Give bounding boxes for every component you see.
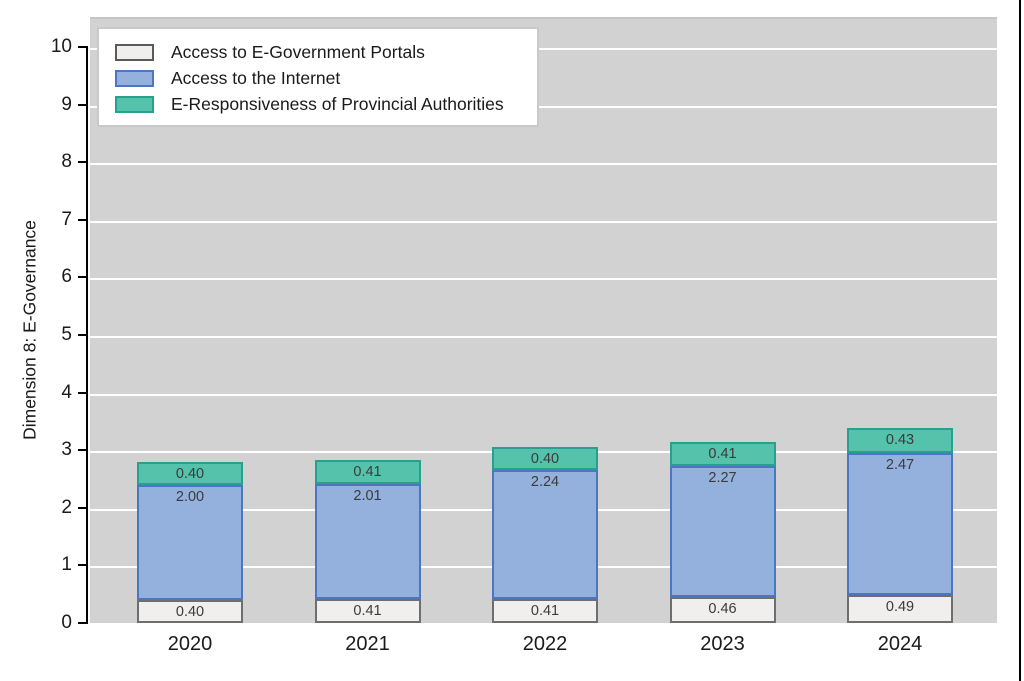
- legend-item: E-Responsiveness of Provincial Authoriti…: [99, 91, 537, 117]
- bar-value-label: 0.41: [530, 603, 560, 620]
- bar-value-label: 2.47: [885, 456, 915, 473]
- y-tick: [78, 564, 87, 567]
- bar-segment: 0.40: [137, 461, 243, 485]
- y-axis-line: [86, 46, 88, 624]
- grid-line: [90, 278, 997, 281]
- legend-label: Access to the Internet: [171, 67, 341, 88]
- legend-label: E-Responsiveness of Provincial Authoriti…: [171, 93, 504, 114]
- grid-line: [90, 163, 997, 166]
- bar-segment: 0.43: [847, 427, 953, 453]
- y-tick-label: 7: [61, 208, 72, 230]
- bar-value-label: 2.24: [530, 474, 560, 491]
- y-tick: [78, 391, 87, 394]
- bar-value-label: 0.49: [885, 598, 915, 615]
- bar-segment: 0.41: [669, 442, 776, 466]
- grid-line: [90, 48, 997, 50]
- bar-value-label: 0.41: [708, 446, 737, 463]
- y-tick: [78, 622, 87, 624]
- y-tick: [78, 449, 87, 452]
- plot-area: 0.40 2.00 0.40 0.41 2.01 0.41 0.41 2.24 0.40 0.46…: [90, 17, 997, 623]
- y-tick-label: 4: [61, 381, 72, 403]
- bar-value-label: 0.41: [353, 603, 382, 620]
- legend-swatch: [115, 95, 154, 113]
- y-tick: [78, 103, 87, 106]
- y-tick-label: 1: [61, 554, 72, 576]
- y-tick-label: 0: [61, 612, 72, 633]
- y-tick: [78, 506, 87, 509]
- bar-value-label: 0.40: [530, 451, 560, 468]
- bar-segment: 2.00: [137, 484, 243, 600]
- bar-value-label: 0.43: [885, 431, 915, 448]
- bar-segment: 2.24: [492, 470, 598, 600]
- y-tick: [78, 334, 87, 336]
- bar-segment: 2.01: [314, 483, 421, 600]
- y-tick-label: 6: [61, 266, 72, 288]
- x-category-label: 2024: [877, 633, 923, 655]
- legend-label: Access to E-Government Portals: [171, 41, 425, 62]
- legend-item: Access to E-Government Portals: [99, 39, 537, 65]
- grid-line: [90, 105, 997, 108]
- y-tick: [78, 161, 87, 164]
- y-tick-label: 5: [61, 324, 72, 345]
- y-tick-label: 3: [61, 439, 72, 461]
- bar-segment: 0.41: [314, 460, 421, 484]
- figure-border-right: [1019, 0, 1021, 681]
- legend-swatch: [115, 43, 154, 61]
- y-tick-label: 2: [61, 496, 72, 518]
- legend-swatch: [115, 69, 154, 87]
- y-tick-label: 9: [61, 93, 72, 115]
- bar-value-label: 0.40: [175, 465, 205, 482]
- bar-segment: 0.46: [669, 596, 776, 623]
- bar-value-label: 0.40: [175, 603, 205, 620]
- bar-segment: 0.41: [492, 599, 598, 623]
- bar-segment: 2.27: [669, 465, 776, 597]
- y-tick: [78, 46, 87, 48]
- y-tick-label: 8: [61, 151, 72, 173]
- grid-line: [90, 393, 997, 396]
- bar-segment: 0.41: [314, 599, 421, 623]
- legend-item: Access to the Internet: [99, 65, 537, 91]
- bar-value-label: 2.00: [175, 488, 205, 505]
- x-category-label: 2023: [700, 633, 745, 655]
- legend: Access to E-Government Portals Access to …: [97, 27, 539, 127]
- bar-segment: 2.47: [847, 452, 953, 595]
- bar-value-label: 0.41: [353, 464, 382, 480]
- y-tick: [78, 218, 87, 221]
- x-category-label: 2021: [345, 633, 390, 655]
- y-tick-label: 10: [50, 36, 72, 57]
- bar-segment: 0.40: [492, 447, 598, 471]
- bar-value-label: 2.01: [353, 487, 382, 504]
- bar-value-label: 0.46: [708, 600, 737, 617]
- bar-segment: 0.40: [137, 599, 243, 623]
- bar-segment: 0.49: [847, 594, 953, 623]
- grid-line: [90, 220, 997, 223]
- grid-line: [90, 336, 997, 338]
- x-category-label: 2020: [167, 633, 213, 655]
- y-tick: [78, 276, 87, 279]
- x-category-label: 2022: [522, 633, 568, 655]
- bar-value-label: 2.27: [708, 469, 737, 486]
